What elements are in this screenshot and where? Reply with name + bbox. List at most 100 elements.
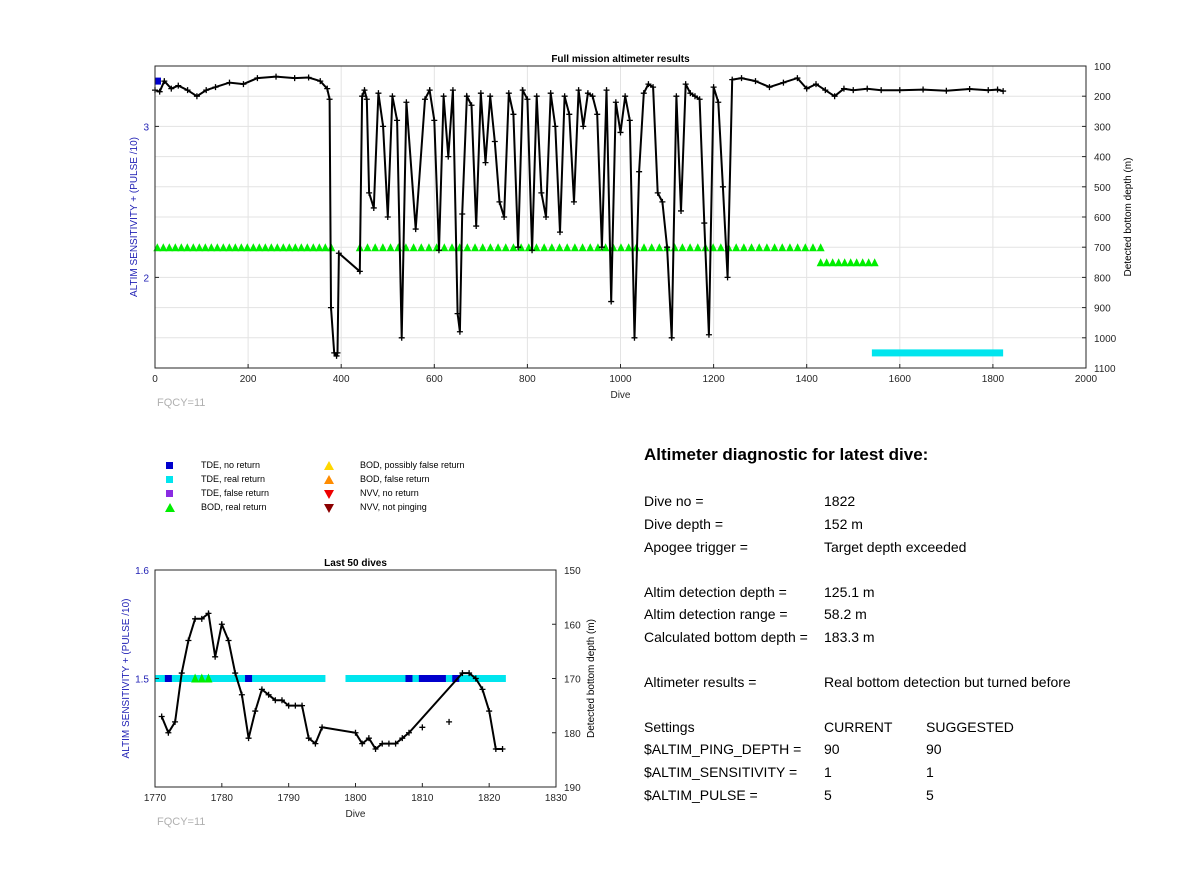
depth-point xyxy=(445,153,452,160)
y-right-tick-label: 100 xyxy=(1094,62,1111,73)
depth-point xyxy=(529,247,536,254)
depth-point xyxy=(589,93,596,100)
y-right-tick-label: 200 xyxy=(1094,92,1111,103)
depth-point xyxy=(158,713,165,720)
depth-point xyxy=(326,96,333,103)
depth-point xyxy=(375,90,382,97)
tde-no-return-marker xyxy=(438,675,446,682)
bod-marker xyxy=(870,258,879,267)
depth-point xyxy=(687,90,694,97)
x-tick-label: 200 xyxy=(240,374,257,385)
depth-point xyxy=(352,729,359,736)
sensitivity-current: 1 xyxy=(824,764,832,780)
tde-segment xyxy=(871,349,1004,357)
bod-marker xyxy=(647,243,656,252)
x-tick-label: 2000 xyxy=(1075,374,1098,385)
depth-point xyxy=(584,90,591,97)
legend-marker xyxy=(324,461,334,470)
depth-point xyxy=(299,702,306,709)
depth-point xyxy=(459,210,466,217)
depth-point xyxy=(198,615,205,622)
depth-point xyxy=(552,123,559,130)
depth-point xyxy=(426,87,433,94)
depth-point xyxy=(822,87,829,94)
depth-point xyxy=(472,675,479,682)
tde-no-return-marker xyxy=(418,675,426,682)
x-tick-label: 1600 xyxy=(889,374,912,385)
y-left-tick-label: 1.6 xyxy=(135,566,149,577)
x-tick-label: 1000 xyxy=(609,374,632,385)
x-tick-label: 1790 xyxy=(278,793,301,804)
depth-point xyxy=(317,78,324,85)
apogee-value: Target depth exceeded xyxy=(824,539,967,555)
depth-point xyxy=(710,84,717,91)
y-left-tick-label: 2 xyxy=(143,273,149,284)
x-tick-label: 1800 xyxy=(982,374,1005,385)
depth-point xyxy=(178,670,185,677)
x-axis-label: Dive xyxy=(610,390,630,401)
bod-marker xyxy=(207,243,216,252)
depth-point xyxy=(412,226,419,233)
depth-point xyxy=(356,268,363,275)
bod-marker xyxy=(219,243,228,252)
depth-point xyxy=(421,96,428,103)
depth-point xyxy=(361,87,368,94)
tde-segment xyxy=(155,675,326,682)
dive-depth-label: Dive depth = xyxy=(644,516,723,532)
bod-marker xyxy=(177,243,186,252)
bod-marker xyxy=(225,243,234,252)
depth-point xyxy=(291,75,298,82)
depth-point xyxy=(405,729,412,736)
depth-point xyxy=(766,84,773,91)
bod-marker xyxy=(201,243,210,252)
bod-marker xyxy=(678,243,687,252)
dive-no-label: Dive no = xyxy=(644,493,704,509)
depth-point xyxy=(172,718,179,725)
x-tick-label: 600 xyxy=(426,374,443,385)
depth-point xyxy=(324,85,331,92)
depth-point xyxy=(212,653,219,660)
depth-point xyxy=(640,90,647,97)
depth-point xyxy=(617,129,624,136)
dive-depth-value: 152 m xyxy=(824,516,863,532)
depth-point xyxy=(636,168,643,175)
depth-point xyxy=(156,88,163,95)
depth-point xyxy=(519,87,526,94)
depth-point xyxy=(419,724,426,731)
depth-point xyxy=(335,250,342,257)
results-label: Altimeter results = xyxy=(644,674,757,690)
depth-point xyxy=(612,99,619,106)
depth-point xyxy=(501,214,508,220)
legend-marker xyxy=(324,490,334,499)
depth-point xyxy=(505,90,512,97)
bod-marker xyxy=(846,258,855,267)
depth-point xyxy=(225,637,232,644)
depth-point xyxy=(334,349,341,356)
bod-marker xyxy=(816,258,825,267)
y-right-tick-label: 190 xyxy=(564,783,581,794)
depth-point xyxy=(384,214,391,220)
depth-point xyxy=(165,729,172,736)
bod-marker xyxy=(686,243,695,252)
bod-marker xyxy=(532,243,541,252)
bod-marker xyxy=(555,243,564,252)
bod-marker xyxy=(267,243,276,252)
bod-marker xyxy=(440,243,449,252)
tde-no-return-marker xyxy=(452,675,460,682)
x-tick-label: 1770 xyxy=(144,793,167,804)
y-right-tick-label: 800 xyxy=(1094,273,1111,284)
depth-point xyxy=(594,111,601,118)
depth-point xyxy=(479,686,486,693)
x-tick-label: 1800 xyxy=(344,793,367,804)
depth-point xyxy=(380,123,387,130)
depth-point xyxy=(724,274,731,281)
legend-marker xyxy=(324,475,334,484)
x-tick-label: 0 xyxy=(152,374,158,385)
depth-point xyxy=(440,93,447,100)
depth-point xyxy=(399,735,406,742)
depth-point xyxy=(193,93,200,100)
bod-marker xyxy=(204,673,213,683)
legend-label: BOD, real return xyxy=(201,502,267,512)
bod-marker xyxy=(183,243,192,252)
ping-depth-suggested: 90 xyxy=(926,741,942,757)
